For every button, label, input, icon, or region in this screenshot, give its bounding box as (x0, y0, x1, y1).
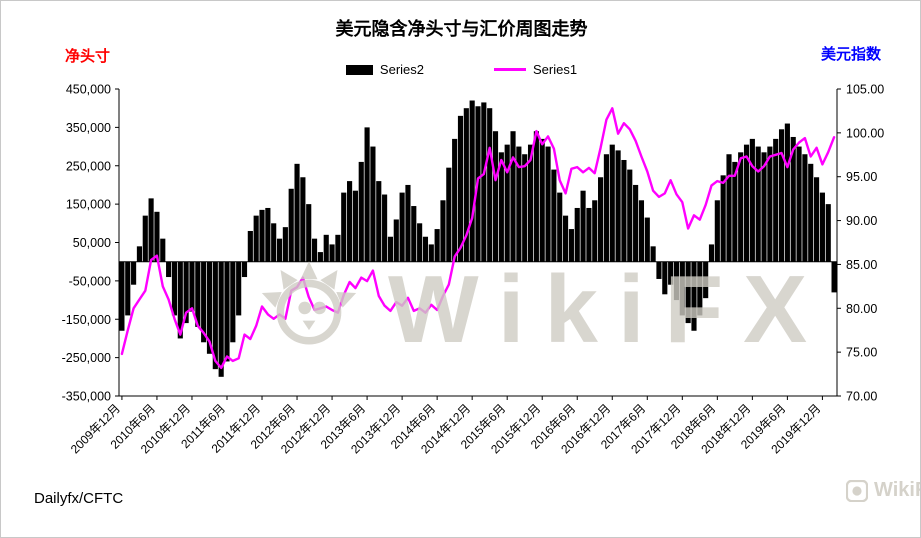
right-axis-ticks: 105.00 100.00 95.00 90.00 85.00 80.00 75.00 70.… (837, 83, 884, 404)
legend: Series2 Series1 (1, 62, 920, 77)
svg-text:450,000: 450,000 (66, 83, 111, 97)
svg-text:250,000: 250,000 (66, 159, 111, 173)
svg-text:350,000: 350,000 (66, 121, 111, 135)
x-axis-ticks: 2009年12月2010年6月2010年12月2011年6月2011年12月20… (68, 396, 824, 456)
svg-text:90.00: 90.00 (846, 214, 877, 228)
svg-text:50,000: 50,000 (73, 236, 111, 250)
svg-text:105.00: 105.00 (846, 83, 884, 97)
svg-text:100.00: 100.00 (846, 126, 884, 140)
bars-series2 (119, 100, 837, 377)
svg-text:80.00: 80.00 (846, 302, 877, 316)
legend-item-series2: Series2 (345, 62, 424, 77)
chart-title: 美元隐含净头寸与汇价周图走势 (335, 19, 588, 39)
legend-item-series1: Series1 (494, 62, 577, 77)
svg-text:75.00: 75.00 (846, 346, 877, 360)
right-axis-title: 美元指数 (820, 47, 881, 63)
series2-bar-swatch (345, 64, 373, 75)
left-axis-title: 净头寸 (65, 49, 111, 65)
line-series1 (120, 107, 836, 370)
source-label: Dailyfx/CFTC (34, 490, 124, 507)
legend-label-series2: Series2 (379, 62, 424, 77)
svg-text:85.00: 85.00 (846, 258, 877, 272)
svg-text:-150,000: -150,000 (62, 313, 111, 327)
svg-text:-250,000: -250,000 (62, 351, 111, 365)
legend-label-series1: Series1 (533, 62, 578, 77)
svg-text:150,000: 150,000 (66, 198, 111, 212)
corner-watermark-text: WikiFX (874, 479, 920, 501)
corner-watermark: WikiFX (846, 479, 920, 502)
left-axis-ticks: 450,000 350,000 250,000 150,000 50,000 -50,00… (62, 83, 119, 404)
svg-text:95.00: 95.00 (846, 170, 877, 184)
svg-text:70.00: 70.00 (846, 390, 877, 404)
svg-text:-50,000: -50,000 (69, 274, 111, 288)
series1-line-swatch (494, 68, 526, 71)
svg-text:-350,000: -350,000 (62, 390, 111, 404)
corner-logo-icon (846, 479, 868, 502)
